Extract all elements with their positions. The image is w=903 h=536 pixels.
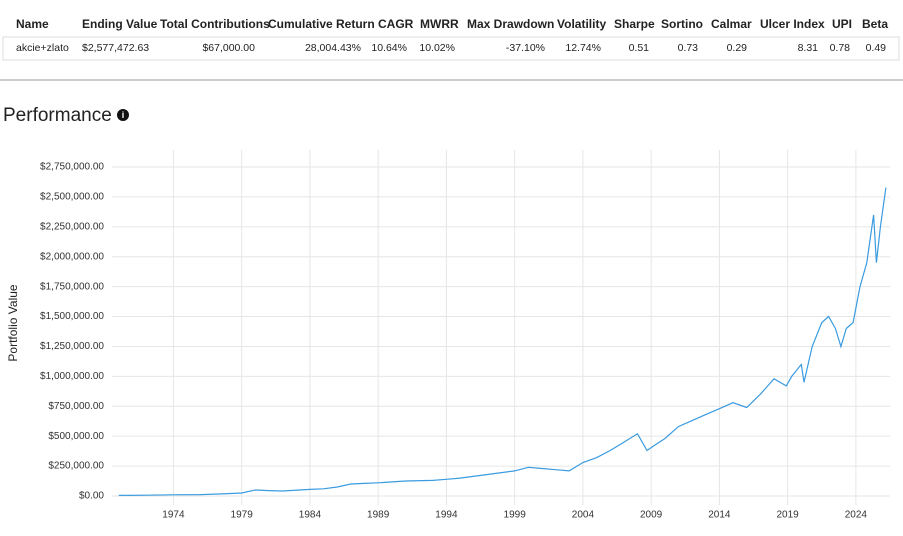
y-tick-label: $0.00: [79, 491, 104, 502]
info-icon[interactable]: [117, 109, 129, 121]
table-cell: 0.73: [678, 42, 699, 54]
table-header: MWRR: [420, 17, 459, 31]
section-title: Performance: [3, 105, 112, 126]
x-tick-label: 2014: [708, 510, 731, 521]
x-tick-label: 2009: [640, 510, 663, 521]
y-tick-label: $2,000,000.00: [40, 251, 104, 262]
y-tick-label: $1,250,000.00: [40, 341, 104, 352]
x-tick-label: 1979: [231, 510, 254, 521]
x-tick-label: 1984: [299, 510, 322, 521]
table-header: Max Drawdown: [467, 17, 554, 31]
y-axis-label: Portfolio Value: [6, 284, 20, 361]
table-cell: 12.74%: [565, 42, 601, 54]
table-header: Ulcer Index: [760, 17, 825, 31]
y-tick-label: $1,000,000.00: [40, 371, 104, 382]
table-cell: 10.02%: [419, 42, 455, 54]
table-header: Volatility: [557, 17, 606, 31]
table-header: Cumulative Return: [268, 17, 375, 31]
y-tick-label: $500,000.00: [48, 431, 104, 442]
table-cell: akcie+zlato: [16, 42, 69, 54]
x-tick-label: 1994: [435, 510, 458, 521]
x-tick-label: 1974: [162, 510, 185, 521]
table-cell: 8.31: [798, 42, 819, 54]
table-cell: 0.78: [830, 42, 851, 54]
table-row-box: [2, 36, 900, 61]
table-header: Ending Value: [82, 17, 158, 31]
table-header: CAGR: [378, 17, 414, 31]
table-header: Total Contributions: [160, 17, 270, 31]
x-tick-label: 2004: [572, 510, 595, 521]
y-tick-label: $2,250,000.00: [40, 221, 104, 232]
table-cell: 0.29: [727, 42, 748, 54]
line: [118, 187, 887, 496]
y-tick-label: $2,750,000.00: [40, 162, 104, 173]
table-header: Name: [16, 17, 49, 31]
y-tick-label: $750,000.00: [48, 401, 104, 412]
x-tick-label: 2024: [845, 510, 868, 521]
table-header: Sortino: [661, 17, 703, 31]
table-cell: $67,000.00: [202, 42, 255, 54]
table-cell: 0.49: [866, 42, 887, 54]
table-header: Sharpe: [614, 17, 655, 31]
table-cell: 0.51: [629, 42, 650, 54]
table-cell: 28,004.43%: [305, 42, 361, 54]
y-tick-label: $250,000.00: [48, 461, 104, 472]
table-header: Beta: [862, 17, 888, 31]
x-tick-label: 1999: [504, 510, 527, 521]
y-tick-label: $1,750,000.00: [40, 281, 104, 292]
table-header: UPI: [832, 17, 852, 31]
table-cell: 10.64%: [371, 42, 407, 54]
info-icon-glyph: i: [122, 110, 125, 120]
x-tick-label: 2019: [777, 510, 800, 521]
table-header: Calmar: [711, 17, 752, 31]
table-cell: -37.10%: [506, 42, 545, 54]
y-tick-label: $1,500,000.00: [40, 311, 104, 322]
y-tick-label: $2,500,000.00: [40, 192, 104, 203]
table-cell: $2,577,472.63: [82, 42, 149, 54]
x-tick-label: 1989: [367, 510, 390, 521]
